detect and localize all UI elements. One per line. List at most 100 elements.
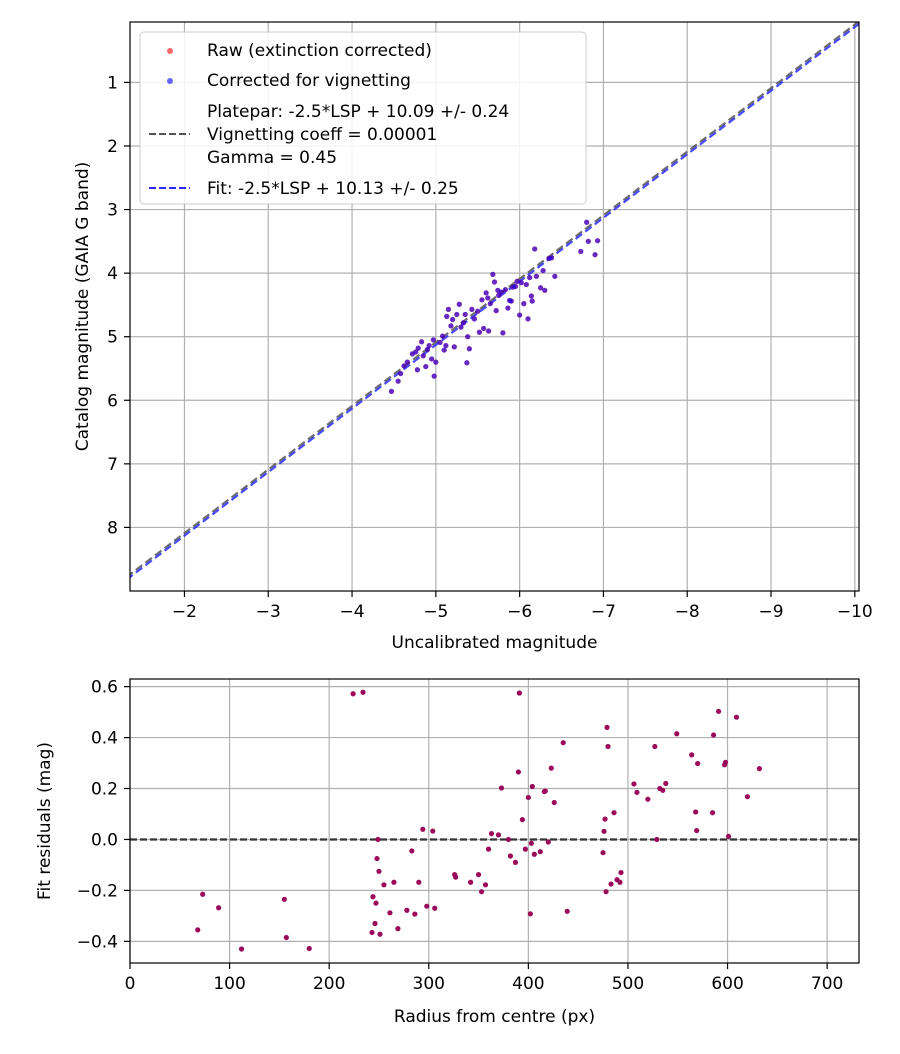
residual-point [528, 840, 534, 846]
residual-point [527, 911, 533, 917]
corrected-point [528, 293, 534, 299]
corrected-point [491, 279, 498, 285]
top-y-tick-label: 4 [107, 264, 118, 284]
bottom-axes-frame [129, 678, 860, 964]
residual-point [548, 765, 554, 771]
corrected-point [533, 273, 539, 279]
corrected-point [481, 325, 487, 332]
corrected-point [584, 219, 590, 225]
corrected-point [542, 287, 548, 293]
residual-point [350, 691, 356, 697]
top-x-tick-label: −2 [172, 602, 197, 622]
corrected-point [500, 330, 506, 336]
residual-point [416, 879, 422, 885]
residual-point [611, 810, 617, 816]
corrected-point [437, 339, 443, 346]
residual-point [306, 945, 312, 952]
corrected-point [527, 274, 533, 281]
legend-box [139, 31, 587, 205]
top-scatter-points [388, 219, 601, 394]
residual-point [395, 926, 401, 932]
residual-point [369, 929, 375, 936]
corrected-point [423, 363, 429, 370]
residual-point [551, 799, 557, 806]
bottom-x-axis-label: Radius from centre (px) [394, 1007, 595, 1027]
residual-point [432, 905, 438, 911]
corrected-point [592, 252, 598, 258]
legend-fit-label: Fit: -2.5*LSP + 10.13 +/- 0.25 [207, 179, 459, 199]
residual-point [404, 907, 410, 913]
residual-point [710, 732, 717, 738]
residual-point [522, 846, 528, 852]
residual-point [674, 731, 680, 737]
residual-point [660, 787, 666, 793]
corrected-point [404, 359, 410, 365]
residual-point [281, 896, 287, 902]
residual-point [515, 769, 522, 775]
corrected-point [388, 388, 395, 394]
residual-point [420, 826, 426, 832]
top-x-tick-label: −4 [340, 602, 365, 622]
corrected-point [485, 295, 491, 301]
residual-point [689, 752, 695, 758]
residual-point [531, 851, 537, 857]
residual-point [485, 846, 492, 852]
bottom-y-ticks: −0.4 −0.2 0.0 0.2 0.4 0.6 [77, 678, 130, 952]
corrected-point [517, 312, 523, 318]
residual-point [663, 780, 669, 787]
corrected-point [514, 278, 520, 284]
top-x-ticks: −2 −3 −4 −5 −6 −7 −8 −9 −10 [172, 591, 873, 622]
bottom-scatter-points [195, 689, 763, 952]
corrected-point [465, 334, 471, 340]
residual-point [412, 911, 418, 917]
corrected-point [493, 308, 499, 314]
residual-point [374, 855, 380, 862]
bottom-grid [129, 679, 859, 963]
corrected-point [518, 280, 524, 286]
residual-point [495, 832, 502, 838]
bottom-x-tick-label: 300 [413, 974, 445, 994]
corrected-point [512, 283, 519, 290]
legend-raw-marker [167, 48, 173, 54]
corrected-point [471, 316, 477, 322]
corrected-point [466, 346, 472, 352]
corrected-point [439, 333, 446, 339]
residual-point [360, 689, 366, 695]
top-y-tick-label: 1 [107, 73, 118, 93]
corrected-point [540, 267, 546, 274]
bottom-y-tick-label: −0.4 [77, 932, 118, 952]
residual-point [373, 900, 379, 906]
residual-point [372, 920, 378, 927]
corrected-point [585, 238, 591, 244]
top-fit-lines [130, 22, 859, 579]
top-x-axis-label: Uncalibrated magnitude [392, 633, 598, 653]
corrected-point [430, 337, 436, 343]
corrected-point [552, 273, 558, 279]
residual-point [631, 781, 637, 787]
residual-point [283, 934, 289, 941]
corrected-point [594, 238, 601, 244]
residual-point [482, 882, 489, 888]
corrected-point [448, 323, 454, 329]
residual-point [507, 853, 514, 859]
residual-point [375, 836, 381, 843]
top-x-tick-label: −3 [256, 602, 281, 622]
residual-point [634, 789, 640, 795]
residual-point [654, 836, 660, 843]
corrected-point [419, 339, 425, 345]
residual-point [603, 889, 609, 895]
residual-point [600, 850, 606, 856]
corrected-point [578, 248, 584, 255]
corrected-point [454, 311, 460, 318]
residual-point [453, 874, 459, 880]
corrected-point [420, 353, 426, 359]
corrected-point [479, 297, 485, 303]
legend: Raw (extinction corrected) Corrected for… [139, 31, 587, 205]
corrected-point [395, 378, 401, 384]
residual-point [604, 724, 610, 730]
corrected-point [441, 347, 447, 353]
corrected-point [413, 349, 419, 355]
residual-point [560, 740, 566, 746]
residual-point [693, 809, 699, 815]
